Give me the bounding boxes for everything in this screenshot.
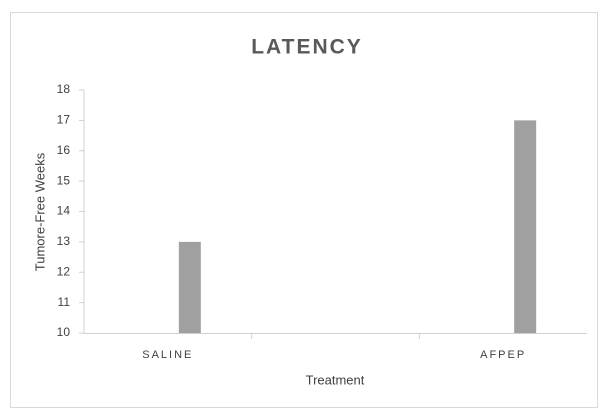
y-tick-label: 11 bbox=[58, 295, 71, 309]
x-tick-label: SALINE bbox=[142, 349, 193, 361]
y-axis-title: Tumore-Free Weeks bbox=[32, 152, 47, 271]
bar bbox=[514, 120, 537, 333]
x-axis-title: Treatment bbox=[306, 372, 365, 387]
chart-border bbox=[10, 12, 598, 408]
bar bbox=[178, 241, 201, 333]
y-tick-label: 13 bbox=[57, 234, 71, 248]
y-tick-label: 12 bbox=[57, 264, 71, 278]
y-tick-label: 14 bbox=[57, 204, 71, 218]
y-tick-label: 16 bbox=[57, 143, 71, 157]
y-tick-label: 17 bbox=[57, 113, 71, 127]
y-tick-label: 15 bbox=[57, 173, 71, 187]
y-tick-label: 18 bbox=[57, 82, 71, 96]
chart-title: LATENCY bbox=[251, 36, 363, 59]
x-tick-label: AFPEP bbox=[480, 349, 526, 361]
y-tick-label: 10 bbox=[57, 325, 71, 339]
